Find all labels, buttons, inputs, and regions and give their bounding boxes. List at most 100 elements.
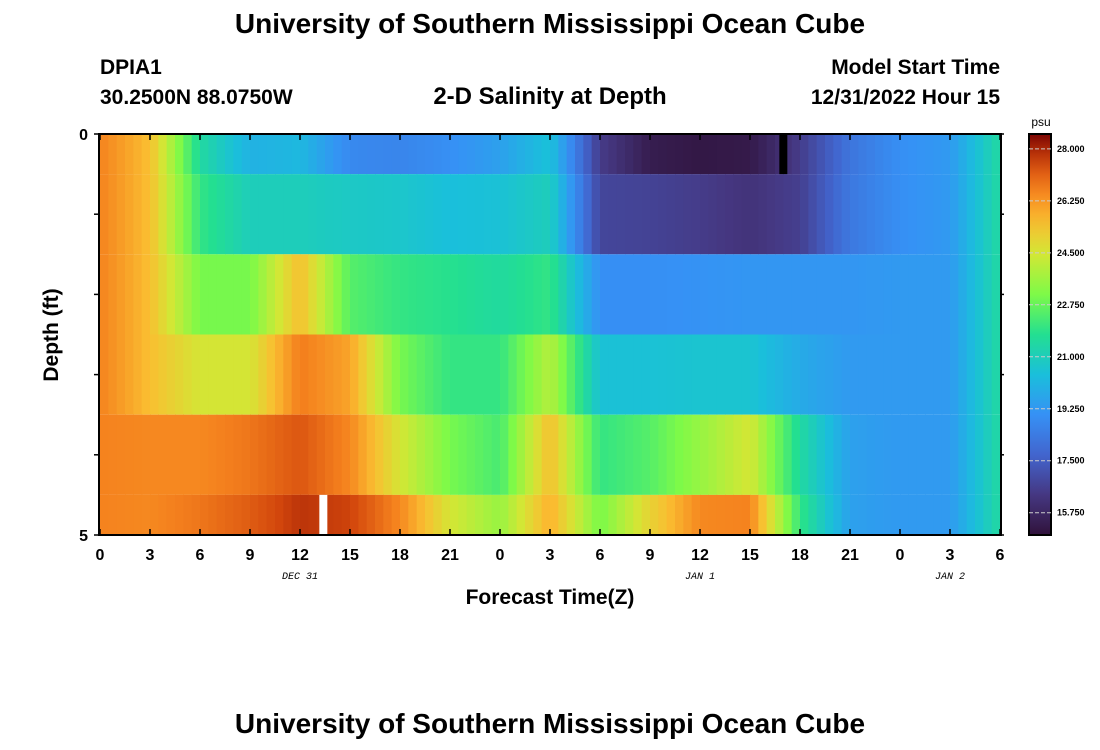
heatmap-cell-layer-0 (975, 134, 984, 175)
heatmap-cell-layer-1 (950, 174, 959, 255)
heatmap-cell-layer-4 (116, 414, 126, 495)
heatmap-cell-layer-0 (325, 134, 334, 175)
heatmap-cell-layer-1 (300, 174, 309, 255)
y-tick-label: 0 (79, 127, 88, 144)
heatmap-cell-layer-1 (891, 174, 901, 255)
heatmap-cell-layer-3 (483, 334, 493, 415)
heatmap-cell-layer-1 (483, 174, 493, 255)
heatmap-cell-layer-3 (458, 334, 468, 415)
heatmap-cell-layer-1 (116, 174, 126, 255)
heatmap-cell-layer-4 (558, 414, 568, 495)
heatmap-cell-layer-3 (958, 334, 968, 415)
heatmap-cell-layer-2 (975, 254, 984, 335)
heatmap-cell-layer-1 (500, 174, 509, 255)
heatmap-cell-layer-1 (708, 174, 718, 255)
heatmap-cell-layer-2 (150, 254, 159, 335)
heatmap-cell-layer-0 (341, 134, 351, 175)
heatmap-cell-layer-3 (383, 334, 393, 415)
heatmap-cell-layer-0 (583, 134, 593, 175)
heatmap-cell-layer-2 (475, 254, 484, 335)
heatmap-cell-layer-2 (625, 254, 634, 335)
heatmap-cell-layer-5 (783, 494, 793, 535)
heatmap-cell-layer-3 (800, 334, 809, 415)
heatmap-cell-layer-2 (441, 254, 451, 335)
heatmap-cell-layer-5 (525, 494, 534, 535)
y-axis: 05 (79, 127, 1004, 545)
heatmap-cell-layer-1 (408, 174, 418, 255)
heatmap-cell-layer-1 (475, 174, 484, 255)
heatmap-cell-layer-0 (558, 134, 568, 175)
heatmap-cell-layer-0 (233, 134, 243, 175)
heatmap-cell-layer-3 (908, 334, 918, 415)
heatmap-cell-layer-3 (275, 334, 284, 415)
heatmap-cell-layer-3 (108, 334, 118, 415)
heatmap-cell-layer-1 (241, 174, 251, 255)
heatmap-cell-layer-3 (916, 334, 926, 415)
heatmap-cell-layer-5 (441, 494, 451, 535)
heatmap-cell-layer-2 (850, 254, 859, 335)
x-tick-label: 18 (791, 547, 809, 564)
heatmap-cell-layer-3 (616, 334, 626, 415)
heatmap-cell-layer-5 (458, 494, 468, 535)
heatmap-cell-layer-5 (816, 494, 826, 535)
heatmap-cell-layer-4 (950, 414, 959, 495)
heatmap-cell-layer-1 (975, 174, 984, 255)
heatmap-cell-layer-0 (116, 134, 126, 175)
heatmap-cell-layer-5 (258, 494, 268, 535)
heatmap-cell-layer-5 (500, 494, 509, 535)
heatmap-cell-layer-1 (725, 174, 734, 255)
heatmap-cell-layer-1 (816, 174, 826, 255)
heatmap-cell-layer-3 (141, 334, 151, 415)
heatmap-cell-layer-5 (100, 494, 109, 535)
heatmap-cell-layer-1 (425, 174, 434, 255)
heatmap-cell-layer-4 (425, 414, 434, 495)
heatmap-cell-layer-0 (108, 134, 118, 175)
heatmap-cell-layer-5 (116, 494, 126, 535)
heatmap-cell-layer-1 (833, 174, 843, 255)
heatmap-cell-layer-4 (883, 414, 893, 495)
heatmap-cell-layer-4 (758, 414, 768, 495)
colorbar-tick-label: 19.250 (1057, 404, 1085, 414)
heatmap-cell-layer-5 (108, 494, 118, 535)
heatmap-cell-layer-3 (183, 334, 193, 415)
heatmap-cell-layer-5 (541, 494, 551, 535)
heatmap-cell-layer-4 (750, 414, 759, 495)
heatmap-cell-layer-0 (275, 134, 284, 175)
heatmap-cell-layer-1 (883, 174, 893, 255)
heatmap-cell-layer-3 (583, 334, 593, 415)
x-tick-label: 12 (291, 547, 309, 564)
heatmap-cell-layer-1 (358, 174, 368, 255)
heatmap-cell-layer-3 (600, 334, 609, 415)
heatmap-cell-layer-5 (425, 494, 434, 535)
heatmap-cell-layer-2 (258, 254, 268, 335)
heatmap-cell-layer-1 (808, 174, 818, 255)
heatmap-cell-layer-3 (491, 334, 501, 415)
heatmap-cell-layer-2 (525, 254, 534, 335)
heatmap-cell-layer-0 (133, 134, 143, 175)
heatmap-cell-layer-1 (383, 174, 393, 255)
heatmap-cell-layer-2 (491, 254, 501, 335)
heatmap-cell-layer-0 (333, 134, 343, 175)
heatmap-cell-layer-5 (666, 494, 676, 535)
heatmap-cell-layer-1 (766, 174, 776, 255)
heatmap-cell-layer-0 (383, 134, 393, 175)
heatmap-cell-layer-0 (900, 134, 909, 175)
heatmap-cell-layer-1 (525, 174, 534, 255)
heatmap-cell-layer-4 (416, 414, 426, 495)
heatmap-cell-layer-3 (766, 334, 776, 415)
heatmap-cell-layer-0 (450, 134, 459, 175)
heatmap-cell-layer-1 (233, 174, 243, 255)
heatmap-cell-layer-3 (566, 334, 576, 415)
heatmap-cell-layer-0 (616, 134, 626, 175)
heatmap-cell-layer-4 (683, 414, 693, 495)
heatmap-cell-layer-0 (291, 134, 301, 175)
heatmap-cell-layer-4 (875, 414, 884, 495)
heatmap-cell-layer-2 (325, 254, 334, 335)
heatmap-cell-layer-4 (900, 414, 909, 495)
colorbar-tick-label: 17.500 (1057, 456, 1085, 466)
heatmap-cell-layer-0 (800, 134, 809, 175)
heatmap-cell-layer-3 (475, 334, 484, 415)
heatmap-cell-layer-5 (641, 494, 651, 535)
heatmap-cell-layer-2 (958, 254, 968, 335)
